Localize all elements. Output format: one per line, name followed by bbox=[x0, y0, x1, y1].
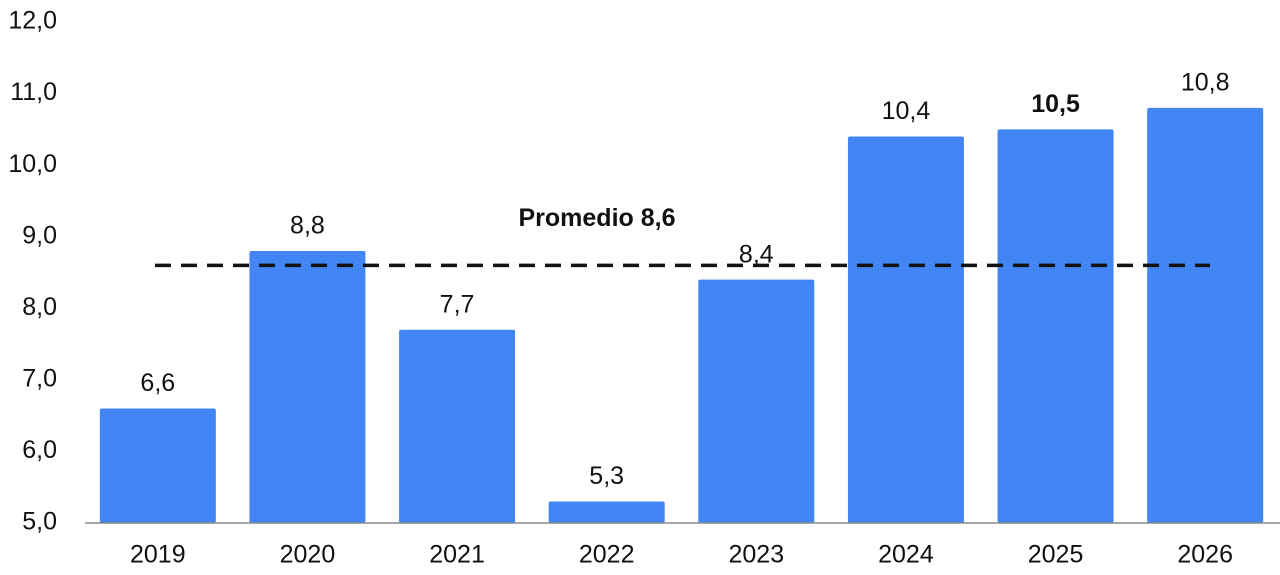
x-tick-label: 2024 bbox=[878, 541, 934, 569]
bar bbox=[847, 136, 964, 523]
y-tick-label: 6,0 bbox=[22, 436, 57, 464]
value-label: 10,8 bbox=[1181, 68, 1230, 96]
y-tick-label: 5,0 bbox=[22, 508, 57, 536]
x-tick-label: 2023 bbox=[729, 541, 785, 569]
y-tick-label: 7,0 bbox=[22, 364, 57, 392]
x-tick-label: 2025 bbox=[1028, 541, 1084, 569]
bar bbox=[249, 251, 366, 523]
x-tick-label: 2019 bbox=[130, 541, 186, 569]
x-tick-label: 2022 bbox=[579, 541, 635, 569]
bar bbox=[99, 408, 216, 523]
value-label: 8,8 bbox=[290, 212, 325, 240]
x-tick-label: 2026 bbox=[1177, 541, 1233, 569]
x-tick-label: 2020 bbox=[280, 541, 336, 569]
value-label: 10,5 bbox=[1031, 90, 1080, 118]
average-label: Promedio 8,6 bbox=[519, 204, 676, 232]
y-tick-label: 12,0 bbox=[8, 7, 57, 35]
bar bbox=[997, 129, 1114, 523]
bar bbox=[548, 501, 665, 523]
value-label: 6,6 bbox=[140, 369, 175, 397]
y-tick-label: 11,0 bbox=[10, 78, 57, 106]
y-tick-label: 9,0 bbox=[22, 221, 57, 249]
value-label: 7,7 bbox=[440, 290, 475, 318]
bar bbox=[399, 329, 516, 523]
y-tick-label: 10,0 bbox=[8, 150, 57, 178]
value-label: 10,4 bbox=[882, 97, 931, 125]
x-tick-label: 2021 bbox=[429, 541, 485, 569]
bar bbox=[698, 279, 815, 523]
bar bbox=[1147, 107, 1264, 523]
y-tick-label: 8,0 bbox=[22, 293, 57, 321]
value-label: 5,3 bbox=[589, 462, 624, 490]
